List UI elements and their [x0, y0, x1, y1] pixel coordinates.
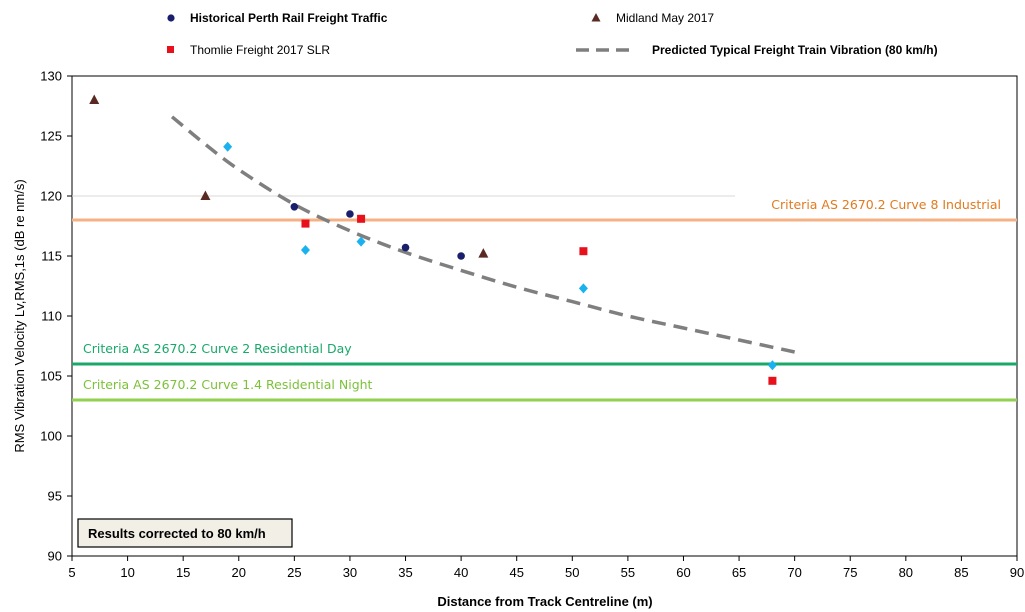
plot-area [71, 75, 1018, 557]
y-tick-label: 115 [41, 249, 62, 264]
x-axis-title: Distance from Track Centreline (m) [437, 594, 652, 609]
y-axis: 90 95 100 105 110 115 120 125 130 [40, 69, 72, 564]
point-thomlie [579, 247, 588, 256]
x-tick-label: 55 [621, 565, 635, 580]
x-tick-label: 60 [676, 565, 690, 580]
y-axis-title: RMS Vibration Velocity Lv,RMS,1s (dB re … [12, 179, 27, 452]
y-tick-label: 125 [40, 129, 62, 144]
x-tick-label: 15 [176, 565, 190, 580]
x-tick-label: 35 [398, 565, 412, 580]
point-diamond [300, 245, 310, 255]
y-tick-label: 100 [40, 429, 62, 444]
annotation-text: Results corrected to 80 km/h [88, 526, 266, 541]
point-thomlie [357, 214, 366, 223]
y-tick-label: 120 [40, 189, 62, 204]
y-tick-label: 110 [41, 309, 62, 324]
point-historical [457, 252, 465, 260]
annotation-box: Results corrected to 80 km/h [77, 518, 293, 548]
x-tick-label: 25 [287, 565, 301, 580]
y-tick-label: 95 [48, 489, 62, 504]
y-tick-label: 105 [40, 369, 62, 384]
point-midland [478, 248, 489, 258]
x-tick-label: 65 [732, 565, 746, 580]
point-midland [200, 190, 211, 200]
x-axis: 5 10 15 20 25 30 35 40 45 50 55 60 65 70 75 80 85 90 [68, 556, 1024, 580]
x-tick-label: 45 [509, 565, 523, 580]
point-midland [89, 94, 100, 104]
point-historical [290, 203, 299, 211]
y-tick-label: 90 [48, 549, 62, 564]
data-points [89, 94, 777, 385]
x-tick-label: 50 [565, 565, 579, 580]
x-tick-label: 10 [120, 565, 134, 580]
legend: Historical Perth Rail Freight Traffic Mi… [167, 11, 938, 57]
predicted-curve [170, 115, 796, 354]
point-historical [346, 210, 354, 218]
legend-label-historical: Historical Perth Rail Freight Traffic [190, 11, 388, 25]
point-diamond [223, 141, 233, 152]
point-diamond [578, 283, 588, 294]
criteria-label: Criteria AS 2670.2 Curve 2 Residential D… [83, 341, 352, 356]
legend-marker-historical [167, 14, 175, 22]
x-tick-label: 70 [787, 565, 801, 580]
legend-label-predicted: Predicted Typical Freight Train Vibratio… [652, 43, 938, 57]
x-tick-label: 80 [899, 565, 913, 580]
legend-marker-thomlie [167, 46, 174, 53]
annotation-frame [77, 518, 293, 548]
x-tick-label: 85 [954, 565, 968, 580]
x-tick-label: 90 [1010, 565, 1024, 580]
y-tick-label: 130 [40, 69, 62, 84]
point-diamond [356, 236, 366, 247]
x-tick-label: 5 [68, 565, 75, 580]
criteria-label: Criteria AS 2670.2 Curve 1.4 Residential… [83, 377, 373, 392]
x-tick-label: 40 [454, 565, 468, 580]
x-tick-label: 75 [843, 565, 857, 580]
point-thomlie [768, 376, 777, 385]
criteria-lines: Criteria AS 2670.2 Curve 8 Industrial Cri… [72, 197, 1017, 402]
point-historical [401, 243, 410, 252]
x-tick-label: 30 [343, 565, 357, 580]
legend-label-thomlie: Thomlie Freight 2017 SLR [190, 43, 330, 57]
point-diamond [767, 360, 777, 371]
legend-label-midland: Midland May 2017 [616, 11, 714, 25]
x-tick-label: 20 [232, 565, 246, 580]
legend-marker-midland [591, 13, 601, 22]
point-thomlie [301, 219, 310, 228]
predicted-vibration-line [170, 115, 796, 354]
criteria-label: Criteria AS 2670.2 Curve 8 Industrial [771, 197, 1001, 212]
